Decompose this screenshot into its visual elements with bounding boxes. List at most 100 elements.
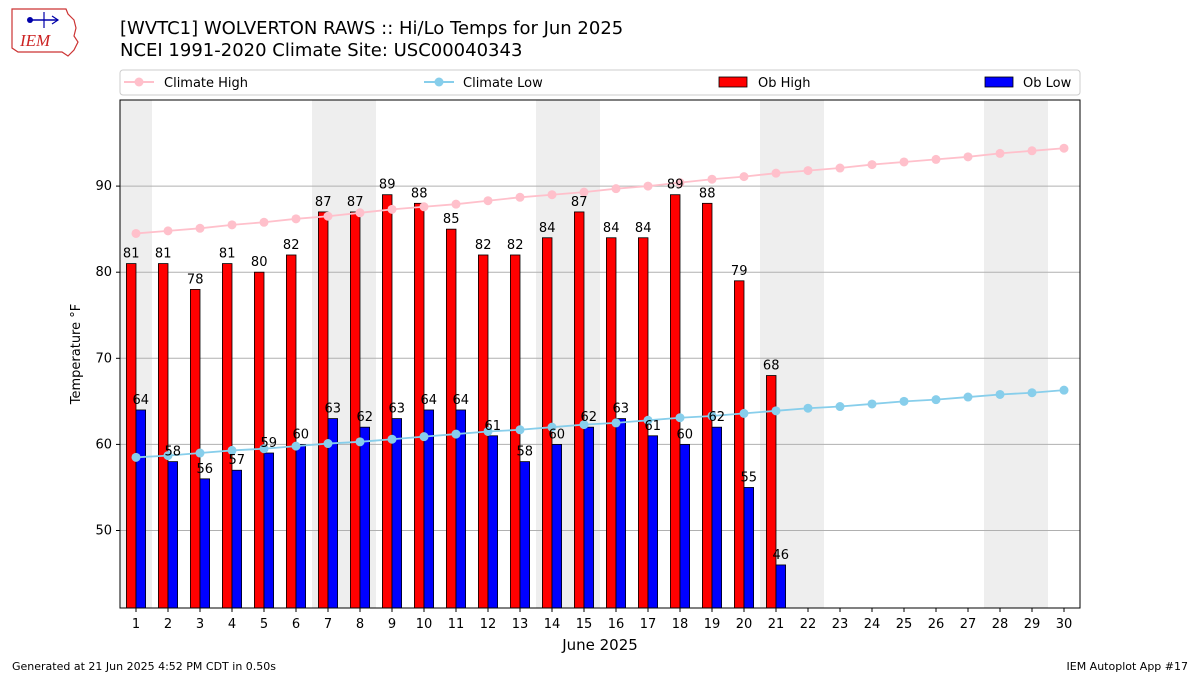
x-tick-label: 25 <box>896 617 913 632</box>
x-tick-label: 17 <box>640 617 657 632</box>
ob-low-bar-label: 60 <box>549 427 566 442</box>
x-tick-label: 12 <box>480 617 497 632</box>
climate-high-point <box>291 214 301 224</box>
legend: Climate High Climate Low Ob High Ob Low <box>119 69 1081 96</box>
ob-high-bar-label: 82 <box>507 238 524 253</box>
x-tick-label: 2 <box>164 617 172 632</box>
footer-app: IEM Autoplot App #17 <box>1066 660 1189 673</box>
ob-low-bar <box>711 426 723 609</box>
climate-high-point <box>803 166 813 176</box>
x-tick-label: 18 <box>672 617 689 632</box>
ob-low-bar-label: 46 <box>773 548 790 563</box>
ob-high-bar-label: 87 <box>315 195 332 210</box>
climate-low-point <box>387 434 397 444</box>
x-ticks: 1 2 3 4 5 6 7 8 9 10 11 12 13 14 15 16 17 18 19 20 21 22 23 24 2… <box>132 608 1072 632</box>
ob-low-bar <box>199 478 211 609</box>
legend-item-ob-low: Ob Low <box>984 76 1072 91</box>
climate-high-point <box>323 211 333 221</box>
ob-low-bar <box>295 444 307 609</box>
weekend-shade <box>792 100 824 608</box>
climate-low-point <box>291 441 301 451</box>
climate-low-point <box>675 413 685 423</box>
x-tick-label: 14 <box>544 617 561 632</box>
ob-low-bar-label: 63 <box>613 402 630 417</box>
x-tick-label: 11 <box>448 617 465 632</box>
climate-high-line <box>135 147 1065 235</box>
climate-high-point <box>995 148 1005 158</box>
climate-low-point <box>131 452 141 462</box>
ob-high-bar-label: 89 <box>379 178 396 193</box>
ob-low-bar-label: 58 <box>517 445 534 460</box>
ob-high-bar-label: 85 <box>443 212 460 227</box>
ob-high-bar-label: 82 <box>283 238 300 253</box>
x-tick-label: 5 <box>260 617 268 632</box>
ob-low-bar <box>487 435 499 609</box>
climate-high-point <box>707 174 717 184</box>
climate-low-point <box>547 422 557 432</box>
climate-high-point <box>387 204 397 214</box>
ob-high-bar-label: 88 <box>699 186 716 201</box>
climate-low-point <box>611 418 621 428</box>
y-ticks: 50 60 70 80 90 <box>95 179 120 539</box>
ob-low-bar-label: 59 <box>261 436 278 451</box>
chart-subtitle: NCEI 1991-2020 Climate Site: USC00040343 <box>120 40 523 61</box>
climate-low-point <box>931 395 941 405</box>
climate-lines <box>131 143 1069 462</box>
ob-low-bar-label: 64 <box>453 393 470 408</box>
climate-low-point <box>1027 388 1037 398</box>
climate-low-point <box>483 426 493 436</box>
climate-high-point <box>771 168 781 178</box>
climate-high-point <box>163 226 173 236</box>
ob-high-bar <box>126 263 137 609</box>
weekend-shade <box>1016 100 1048 608</box>
x-tick-label: 24 <box>864 617 881 632</box>
x-tick-label: 1 <box>132 617 140 632</box>
climate-low-point <box>995 389 1005 399</box>
climate-low-point <box>803 403 813 413</box>
climate-low-point <box>451 429 461 439</box>
ob-high-bar <box>542 237 553 609</box>
climate-high-point <box>483 196 493 206</box>
legend-label: Ob High <box>758 76 811 91</box>
ob-low-bar-label: 58 <box>165 445 182 460</box>
climate-low-point <box>515 425 525 435</box>
x-tick-label: 20 <box>736 617 753 632</box>
x-tick-label: 23 <box>832 617 849 632</box>
x-tick-label: 27 <box>960 617 977 632</box>
climate-high-point <box>1059 143 1069 153</box>
climate-low-point <box>419 432 429 442</box>
legend-label: Climate High <box>164 76 248 91</box>
x-tick-label: 16 <box>608 617 625 632</box>
ob-low-bar <box>583 426 595 609</box>
ob-high-bar-label: 84 <box>539 221 556 236</box>
ob-high-bar <box>702 202 713 609</box>
ob-low-bar-label: 62 <box>357 410 374 425</box>
ob-low-bar-label: 57 <box>229 453 246 468</box>
ob-low-bar-label: 62 <box>581 410 598 425</box>
ob-high-bar <box>157 263 169 609</box>
footer-generated: Generated at 21 Jun 2025 4:52 PM CDT in … <box>12 660 277 673</box>
ob-high-bar <box>221 263 233 609</box>
ob-low-bar <box>231 469 243 609</box>
ob-low-bar <box>775 564 787 609</box>
x-axis-label: June 2025 <box>561 636 638 654</box>
climate-low-point <box>643 415 653 425</box>
ob-high-bar-label: 80 <box>251 255 268 270</box>
climate-high-point <box>579 187 589 197</box>
climate-low-point <box>771 406 781 416</box>
climate-low-point <box>707 411 717 421</box>
climate-low-point <box>963 392 973 402</box>
ob-low-bar <box>359 426 371 609</box>
climate-high-point <box>963 152 973 162</box>
x-tick-label: 26 <box>928 617 945 632</box>
data-labels: 81 81 78 81 80 82 87 87 89 88 85 82 82 84 87 84 84 89 88 79… <box>123 178 789 563</box>
ob-high-bar <box>445 228 457 609</box>
ob-low-bar <box>551 444 563 609</box>
climate-high-point <box>643 181 653 191</box>
climate-high-point <box>867 160 877 170</box>
x-tick-label: 28 <box>992 617 1009 632</box>
climate-high-point <box>515 192 525 202</box>
ob-high-bar-label: 84 <box>603 221 620 236</box>
iem-logo: IEM <box>11 8 79 57</box>
